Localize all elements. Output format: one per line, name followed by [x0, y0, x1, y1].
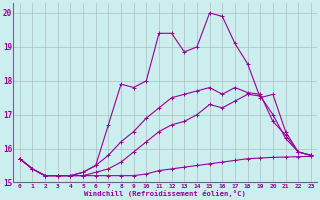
X-axis label: Windchill (Refroidissement éolien,°C): Windchill (Refroidissement éolien,°C) — [84, 190, 246, 197]
